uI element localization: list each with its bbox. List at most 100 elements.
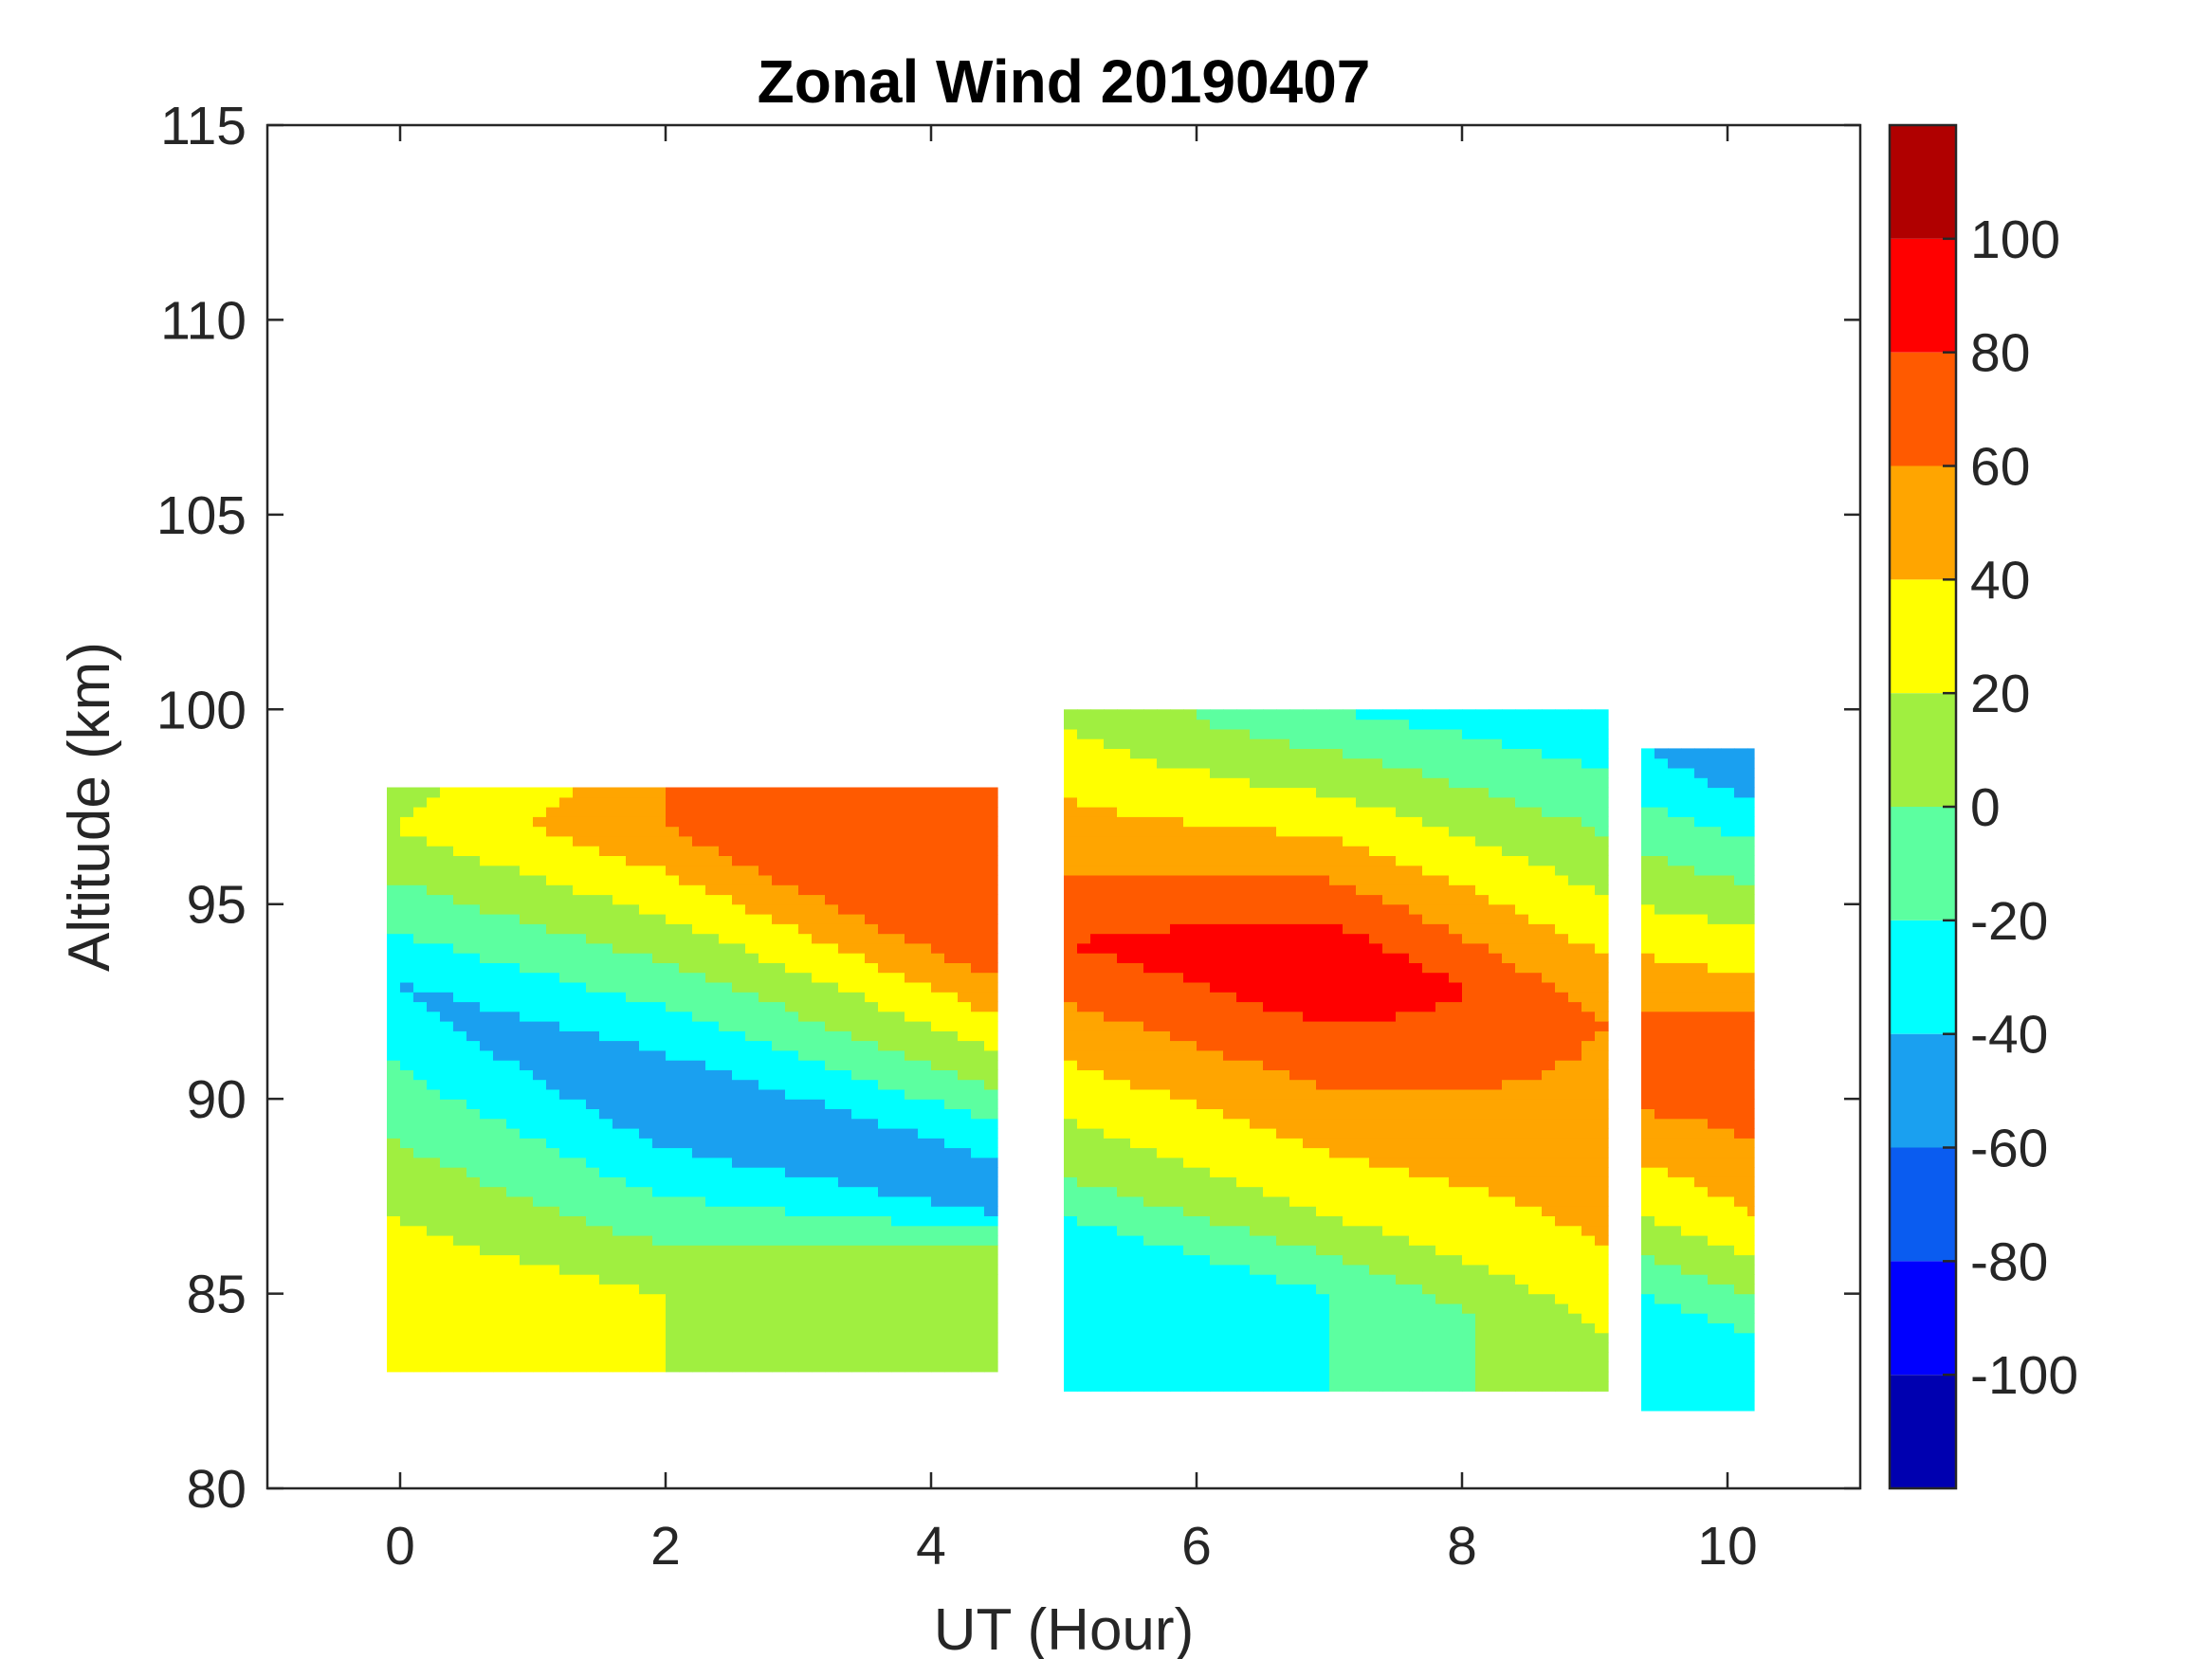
- wind-cell: [1435, 767, 1450, 778]
- wind-cell: [599, 923, 613, 935]
- wind-cell: [1449, 748, 1463, 759]
- wind-cell: [586, 1303, 600, 1314]
- wind-cell: [1064, 738, 1078, 749]
- wind-cell: [838, 1147, 852, 1158]
- wind-cell: [586, 1186, 600, 1197]
- wind-cell: [772, 1040, 786, 1051]
- wind-cell: [639, 835, 653, 847]
- wind-cell: [1329, 835, 1344, 847]
- wind-cell: [1183, 1088, 1197, 1100]
- wind-cell: [878, 914, 892, 924]
- wind-cell: [918, 1293, 932, 1304]
- wind-cell: [732, 942, 746, 954]
- wind-cell: [1064, 1118, 1078, 1129]
- wind-cell: [719, 865, 733, 876]
- wind-cell: [1462, 1021, 1476, 1031]
- wind-cell: [905, 1060, 919, 1070]
- wind-cell: [573, 807, 587, 817]
- wind-cell: [931, 1313, 945, 1323]
- wind-cell: [1343, 1245, 1357, 1256]
- wind-cell: [1263, 903, 1277, 915]
- wind-cell: [878, 855, 892, 866]
- wind-cell: [400, 1079, 414, 1090]
- wind-cell: [1382, 1322, 1397, 1334]
- wind-cell: [520, 1167, 534, 1177]
- wind-cell: [878, 1254, 892, 1266]
- wind-cell: [918, 1060, 932, 1070]
- wind-cell: [1343, 1128, 1357, 1139]
- wind-cell: [413, 874, 428, 885]
- wind-cell: [1104, 894, 1118, 905]
- wind-cell: [387, 914, 401, 924]
- wind-cell: [1276, 1274, 1290, 1285]
- wind-cell: [480, 1195, 494, 1207]
- wind-cell: [1210, 953, 1224, 963]
- wind-cell: [971, 933, 985, 944]
- wind-cell: [573, 1195, 587, 1207]
- wind-cell: [400, 1011, 414, 1022]
- wind-cell: [1435, 1234, 1450, 1246]
- wind-cell: [1369, 1049, 1383, 1061]
- wind-cell: [466, 796, 481, 808]
- wind-cell: [785, 1069, 799, 1081]
- wind-cell: [705, 992, 720, 1003]
- wind-cell: [1396, 1371, 1410, 1382]
- wind-cell: [413, 796, 428, 808]
- wind-cell: [1316, 1215, 1330, 1227]
- wind-cell: [387, 1264, 401, 1275]
- wind-cell: [480, 1352, 494, 1363]
- wind-cell: [1343, 1352, 1357, 1363]
- wind-cell: [1143, 1293, 1158, 1304]
- wind-cell: [692, 865, 706, 876]
- wind-cell: [1117, 1069, 1131, 1081]
- wind-cell: [666, 874, 680, 885]
- wind-cell: [905, 1118, 919, 1129]
- wind-cell: [1077, 894, 1091, 905]
- wind-cell: [413, 1079, 428, 1090]
- wind-cell: [1343, 923, 1357, 935]
- wind-cell: [1382, 874, 1397, 885]
- wind-cell: [533, 1361, 547, 1373]
- wind-cell: [1250, 826, 1264, 837]
- wind-cell: [506, 1069, 521, 1081]
- wind-cell: [559, 1303, 574, 1314]
- wind-cell: [905, 1284, 919, 1295]
- wind-cell: [891, 1176, 905, 1188]
- wind-cell: [745, 903, 759, 915]
- wind-cell: [1396, 855, 1410, 866]
- wind-cell: [1343, 1215, 1357, 1227]
- wind-cell: [1435, 1206, 1450, 1216]
- wind-cell: [1462, 1215, 1476, 1227]
- wind-cell: [812, 923, 826, 935]
- wind-cell: [851, 1176, 866, 1188]
- wind-cell: [453, 787, 467, 798]
- wind-cell: [878, 1361, 892, 1373]
- wind-cell: [1369, 1341, 1383, 1353]
- wind-cell: [506, 1225, 521, 1236]
- wind-cell: [692, 816, 706, 828]
- wind-cell: [546, 1254, 560, 1266]
- wind-cell: [1449, 1001, 1463, 1012]
- wind-cell: [1462, 816, 1476, 828]
- wind-cell: [798, 1060, 813, 1070]
- wind-cell: [427, 846, 441, 856]
- wind-cell: [1435, 855, 1450, 866]
- wind-cell: [705, 1186, 720, 1197]
- wind-cell: [1382, 796, 1397, 808]
- wind-cell: [493, 807, 507, 817]
- wind-cell: [1382, 826, 1397, 837]
- wind-cell: [440, 807, 454, 817]
- wind-cell: [546, 914, 560, 924]
- wind-cell: [639, 894, 653, 905]
- wind-cell: [812, 1361, 826, 1373]
- wind-cell: [772, 1225, 786, 1236]
- wind-cell: [1409, 962, 1423, 974]
- wind-cell: [586, 1049, 600, 1061]
- wind-cell: [546, 1088, 560, 1100]
- wind-cell: [1409, 1274, 1423, 1285]
- wind-cell: [639, 1030, 653, 1042]
- wind-cell: [1170, 1361, 1184, 1373]
- wind-cell: [480, 807, 494, 817]
- wind-cell: [453, 835, 467, 847]
- wind-cell: [719, 1341, 733, 1353]
